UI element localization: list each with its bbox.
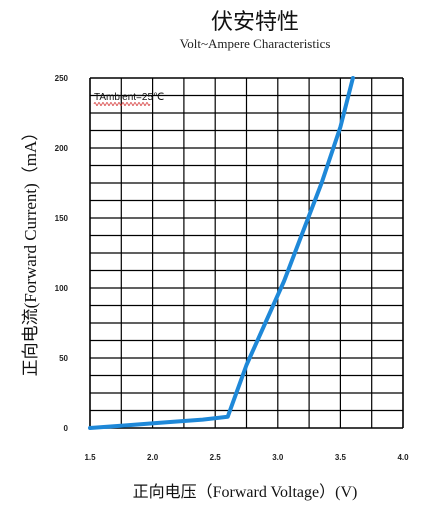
x-tick-label: 1.5 [84, 453, 96, 462]
annotation-group: TAmbient=25℃ [93, 92, 164, 106]
y-tick-label: 0 [64, 424, 69, 433]
grid [89, 77, 404, 429]
annotation-label: TAmbient=25℃ [94, 92, 164, 103]
chart-subtitle: Volt~Ampere Characteristics [179, 36, 331, 51]
y-tick-label: 100 [55, 284, 69, 293]
y-tick-label: 150 [55, 214, 69, 223]
series-layer [88, 76, 355, 430]
y-tick-label: 50 [59, 354, 68, 363]
ticks-layer: 1.5 2.0 2.5 3.0 3.5 4.0 0 50 100 150 200 250 [55, 74, 409, 462]
x-axis-label: 正向电压（Forward Voltage）(V) [132, 484, 358, 501]
x-tick-label: 4.0 [397, 453, 409, 462]
x-tick-label: 3.5 [335, 453, 347, 462]
x-tick-label: 3.0 [272, 453, 284, 462]
annotation-underline [93, 102, 151, 106]
x-tick-label: 2.5 [210, 453, 222, 462]
series-line [88, 76, 355, 430]
y-tick-label: 250 [55, 74, 69, 83]
y-axis-label: 正向电流(Forward Current)（mA） [21, 123, 40, 377]
y-tick-label: 200 [55, 144, 69, 153]
chart-title: 伏安特性 [210, 10, 299, 35]
x-tick-label: 2.0 [147, 453, 159, 462]
